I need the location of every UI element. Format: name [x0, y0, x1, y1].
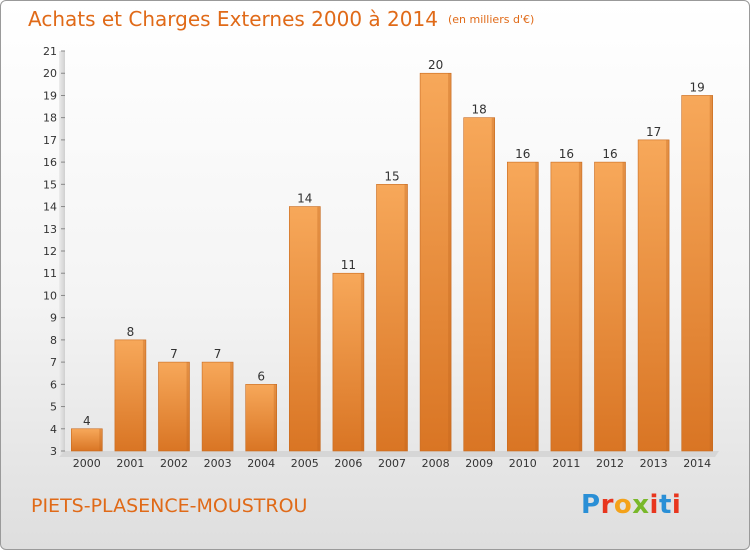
data-label: 4 — [83, 414, 91, 428]
logo-letter: i — [649, 490, 659, 520]
data-label: 7 — [214, 347, 222, 361]
x-tick-label: 2006 — [334, 457, 362, 470]
bar-2011 — [550, 161, 583, 452]
x-tick-label: 2010 — [509, 457, 537, 470]
y-tick-label: 5 — [50, 401, 57, 414]
bar-shade-2001 — [142, 339, 146, 451]
bar-shade-2004 — [273, 384, 277, 451]
x-tick-label: 2001 — [116, 457, 144, 470]
bar-2004 — [245, 384, 277, 452]
bar-2014 — [681, 95, 714, 452]
bar-shade-2013 — [666, 139, 670, 451]
logo-letter: x — [632, 490, 650, 520]
bar-shade-2008 — [448, 73, 452, 451]
x-tick-label: 2003 — [204, 457, 232, 470]
data-label: 7 — [170, 347, 178, 361]
y-axis-band — [59, 51, 65, 457]
bar-shade-2000 — [99, 428, 103, 451]
data-label: 17 — [646, 125, 661, 139]
bar-2006 — [332, 272, 365, 452]
bar-2012 — [594, 161, 626, 452]
logo-letter: t — [658, 490, 672, 520]
proxiti-logo: Proxiti — [581, 490, 681, 520]
x-tick-label: 2011 — [552, 457, 580, 470]
logo-letter: o — [613, 490, 633, 520]
bar-2003 — [201, 361, 234, 452]
y-tick-label: 3 — [50, 445, 57, 458]
bar-shade-2002 — [186, 362, 190, 451]
data-label: 8 — [127, 325, 135, 339]
data-label: 14 — [297, 192, 312, 206]
x-tick-label: 2004 — [247, 457, 275, 470]
y-tick-label: 4 — [50, 423, 57, 436]
chart-title-text: Achats et Charges Externes 2000 à 2014 — [28, 7, 438, 31]
chart-unit-label: (en milliers d'€) — [447, 13, 535, 26]
y-tick-label: 8 — [50, 334, 57, 347]
bar-shade-2003 — [230, 362, 234, 451]
chart-title: Achats et Charges Externes 2000 à 2014 (e… — [28, 7, 534, 31]
data-label: 11 — [341, 258, 356, 272]
bar-2000 — [71, 428, 103, 452]
x-tick-label: 2007 — [378, 457, 406, 470]
y-tick-label: 21 — [43, 45, 57, 58]
bar-shade-2006 — [360, 273, 364, 451]
y-tick-label: 13 — [43, 223, 57, 236]
bar-2010 — [506, 161, 539, 452]
bar-shade-2010 — [535, 162, 539, 451]
bar-2007 — [376, 184, 408, 452]
x-tick-label: 2009 — [465, 457, 493, 470]
data-label: 6 — [257, 369, 265, 383]
y-tick-label: 7 — [50, 356, 57, 369]
data-label: 16 — [515, 147, 530, 161]
bar-shade-2014 — [709, 95, 713, 451]
bar-2009 — [463, 117, 496, 452]
y-tick-label: 14 — [43, 201, 57, 214]
y-tick-label: 18 — [43, 112, 57, 125]
bar-2005 — [288, 206, 321, 452]
y-tick-label: 16 — [43, 156, 57, 169]
x-tick-label: 2005 — [291, 457, 319, 470]
bar-shade-2009 — [491, 117, 495, 452]
data-label: 20 — [428, 58, 443, 72]
y-tick-label: 19 — [43, 89, 57, 102]
bar-2001 — [114, 339, 147, 452]
y-tick-label: 20 — [43, 67, 57, 80]
data-label: 16 — [602, 147, 617, 161]
logo-letter: r — [600, 490, 614, 520]
bar-2013 — [637, 139, 670, 452]
y-tick-label: 11 — [43, 267, 57, 280]
y-tick-label: 12 — [43, 245, 57, 258]
y-tick-label: 15 — [43, 178, 57, 191]
y-tick-label: 10 — [43, 289, 57, 302]
x-tick-label: 2008 — [422, 457, 450, 470]
bar-shade-2012 — [622, 162, 626, 451]
x-tick-label: 2012 — [596, 457, 624, 470]
data-label: 18 — [472, 103, 487, 117]
x-tick-label: 2002 — [160, 457, 188, 470]
data-label: 16 — [559, 147, 574, 161]
bar-2002 — [158, 361, 190, 452]
bar-shade-2011 — [578, 162, 582, 451]
logo-letter: P — [581, 490, 601, 520]
data-label: 15 — [384, 169, 399, 183]
commune-name: PIETS-PLASENCE-MOUSTROU — [31, 495, 308, 517]
x-tick-label: 2013 — [640, 457, 668, 470]
data-label: 19 — [690, 80, 705, 94]
x-tick-label: 2014 — [683, 457, 711, 470]
y-tick-label: 17 — [43, 134, 57, 147]
y-tick-label: 9 — [50, 312, 57, 325]
bar-shade-2005 — [317, 206, 321, 451]
bar-shade-2007 — [404, 184, 408, 452]
logo-letter: i — [671, 490, 682, 520]
x-tick-label: 2000 — [73, 457, 101, 470]
x-axis-floor — [59, 451, 719, 457]
y-tick-label: 6 — [50, 378, 57, 391]
bar-2008 — [419, 72, 452, 452]
